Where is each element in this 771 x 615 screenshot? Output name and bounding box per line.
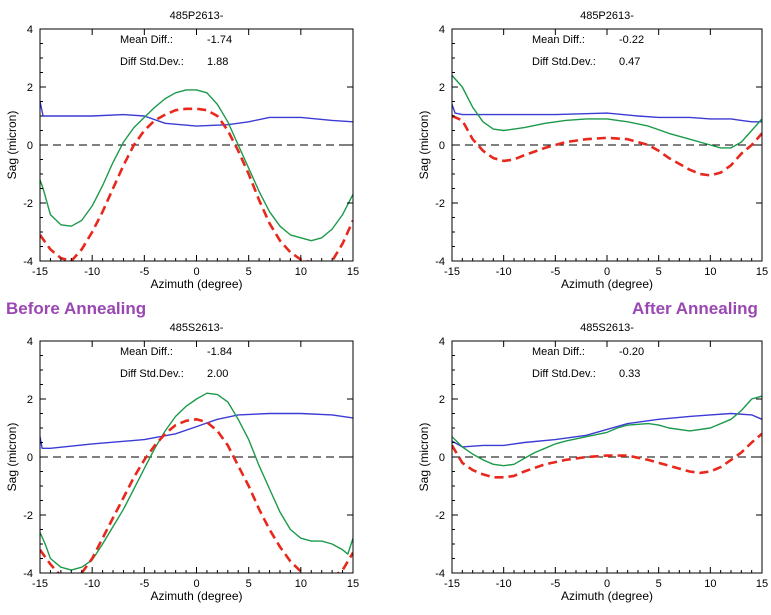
- series-group: [452, 74, 762, 177]
- x-tick-label: 5: [656, 578, 662, 590]
- x-tick-label: 10: [295, 266, 307, 278]
- y-tick-label: -2: [435, 198, 445, 210]
- diff-std-dev-value: 1.88: [207, 56, 228, 68]
- y-tick-label: 4: [439, 24, 445, 36]
- y-tick-label: 4: [439, 336, 445, 348]
- y-tick-label: -4: [23, 568, 33, 580]
- x-tick-label: -15: [444, 266, 460, 278]
- diff-std-dev-label: Diff Std.Dev.:: [532, 368, 596, 380]
- chart-panel-2: 485P2613- -15 -10 -5 0 5 10 15 -4 -2 0 2 4 Azimuth (d…: [417, 10, 768, 291]
- y-tick-label: -4: [435, 256, 445, 268]
- x-tick-label: 5: [246, 578, 252, 590]
- x-tick-label: 10: [704, 578, 716, 590]
- diff-std-dev-label: Diff Std.Dev.:: [120, 368, 184, 380]
- x-tick-label: -5: [139, 266, 149, 278]
- x-tick-label: 5: [656, 266, 662, 278]
- y-tick-label: 2: [439, 394, 445, 406]
- x-axis-label: Azimuth (degree): [150, 589, 242, 603]
- chart-title: 485P2613-: [580, 10, 634, 22]
- series-line-blue: [452, 103, 762, 123]
- y-tick-label: -2: [435, 510, 445, 522]
- chart-panel-3: 485S2613- -15 -10 -5 0 5 10 15 -4 -2 0 2 4 Azimuth (d…: [5, 322, 359, 603]
- x-tick-label: 10: [295, 578, 307, 590]
- x-tick-label: -10: [84, 266, 100, 278]
- chart-panel-4: 485S2613- -15 -10 -5 0 5 10 15 -4 -2 0 2 4 Azimuth (d…: [417, 322, 768, 603]
- mean-diff-value: -0.20: [619, 346, 644, 358]
- x-tick-label: 15: [347, 578, 359, 590]
- x-tick-label: 15: [756, 578, 768, 590]
- series-group: [40, 89, 353, 261]
- y-axis-label: Sag (micron): [5, 423, 19, 492]
- x-tick-label: -5: [139, 578, 149, 590]
- series-line-green: [40, 89, 353, 242]
- after-annealing-label: After Annealing: [632, 299, 758, 318]
- x-axis-label: Azimuth (degree): [561, 589, 653, 603]
- series-line-green: [40, 392, 353, 571]
- x-tick-label: -10: [84, 578, 100, 590]
- mean-diff-value: -1.84: [207, 346, 232, 358]
- y-tick-label: 2: [27, 394, 33, 406]
- series-line-green: [452, 74, 762, 149]
- y-tick-label: 0: [27, 140, 33, 152]
- series-line-blue: [452, 412, 762, 448]
- x-axis-label: Azimuth (degree): [561, 277, 653, 291]
- x-tick-label: 5: [246, 266, 252, 278]
- series-line-red: [452, 114, 762, 177]
- diff-std-dev-value: 2.00: [207, 368, 228, 380]
- before-annealing-label: Before Annealing: [6, 299, 147, 318]
- mean-diff-label: Mean Diff.:: [532, 346, 585, 358]
- y-tick-label: 2: [27, 82, 33, 94]
- y-tick-label: -4: [23, 256, 33, 268]
- mean-diff-label: Mean Diff.:: [120, 346, 173, 358]
- y-tick-label: 0: [439, 452, 445, 464]
- y-tick-label: -2: [23, 198, 33, 210]
- x-tick-label: -10: [496, 266, 512, 278]
- x-tick-label: -15: [32, 578, 48, 590]
- x-tick-label: 10: [704, 266, 716, 278]
- mean-diff-value: -0.22: [619, 34, 644, 46]
- series-line-red: [40, 107, 353, 261]
- series-line-red: [452, 432, 762, 479]
- diff-std-dev-label: Diff Std.Dev.:: [120, 56, 184, 68]
- x-tick-label: -5: [550, 578, 560, 590]
- mean-diff-label: Mean Diff.:: [532, 34, 585, 46]
- y-axis-label: Sag (micron): [417, 111, 431, 180]
- series-line-green: [452, 395, 762, 467]
- x-tick-label: 0: [604, 578, 610, 590]
- mean-diff-value: -1.74: [207, 34, 232, 46]
- y-tick-label: 0: [439, 140, 445, 152]
- series-group: [452, 395, 762, 479]
- y-axis-label: Sag (micron): [417, 423, 431, 492]
- x-axis-label: Azimuth (degree): [150, 277, 242, 291]
- series-line-blue: [40, 100, 353, 127]
- chart-panel-1: 485P2613- -15 -10 -5 0 5 10 15 -4 -2 0 2 4 Azimuth (d…: [5, 10, 359, 291]
- x-tick-label: 15: [347, 266, 359, 278]
- series-line-red: [40, 418, 353, 573]
- diff-std-dev-value: 0.33: [619, 368, 640, 380]
- diff-std-dev-label: Diff Std.Dev.:: [532, 56, 596, 68]
- diff-std-dev-value: 0.47: [619, 56, 640, 68]
- x-tick-label: -5: [550, 266, 560, 278]
- y-tick-label: 0: [27, 452, 33, 464]
- x-tick-label: -15: [32, 266, 48, 278]
- y-tick-label: 4: [27, 24, 33, 36]
- mean-diff-label: Mean Diff.:: [120, 34, 173, 46]
- y-axis-label: Sag (micron): [5, 111, 19, 180]
- chart-title: 485S2613-: [170, 322, 224, 334]
- chart-title: 485P2613-: [170, 10, 224, 22]
- x-tick-label: 0: [193, 578, 199, 590]
- y-tick-label: 4: [27, 336, 33, 348]
- y-tick-label: 2: [439, 82, 445, 94]
- chart-title: 485S2613-: [580, 322, 634, 334]
- series-group: [40, 392, 353, 573]
- x-tick-label: -15: [444, 578, 460, 590]
- y-tick-label: -4: [435, 568, 445, 580]
- x-tick-label: 0: [604, 266, 610, 278]
- series-line-blue: [40, 412, 353, 449]
- x-tick-label: 0: [193, 266, 199, 278]
- y-tick-label: -2: [23, 510, 33, 522]
- x-tick-label: -10: [496, 578, 512, 590]
- x-tick-label: 15: [756, 266, 768, 278]
